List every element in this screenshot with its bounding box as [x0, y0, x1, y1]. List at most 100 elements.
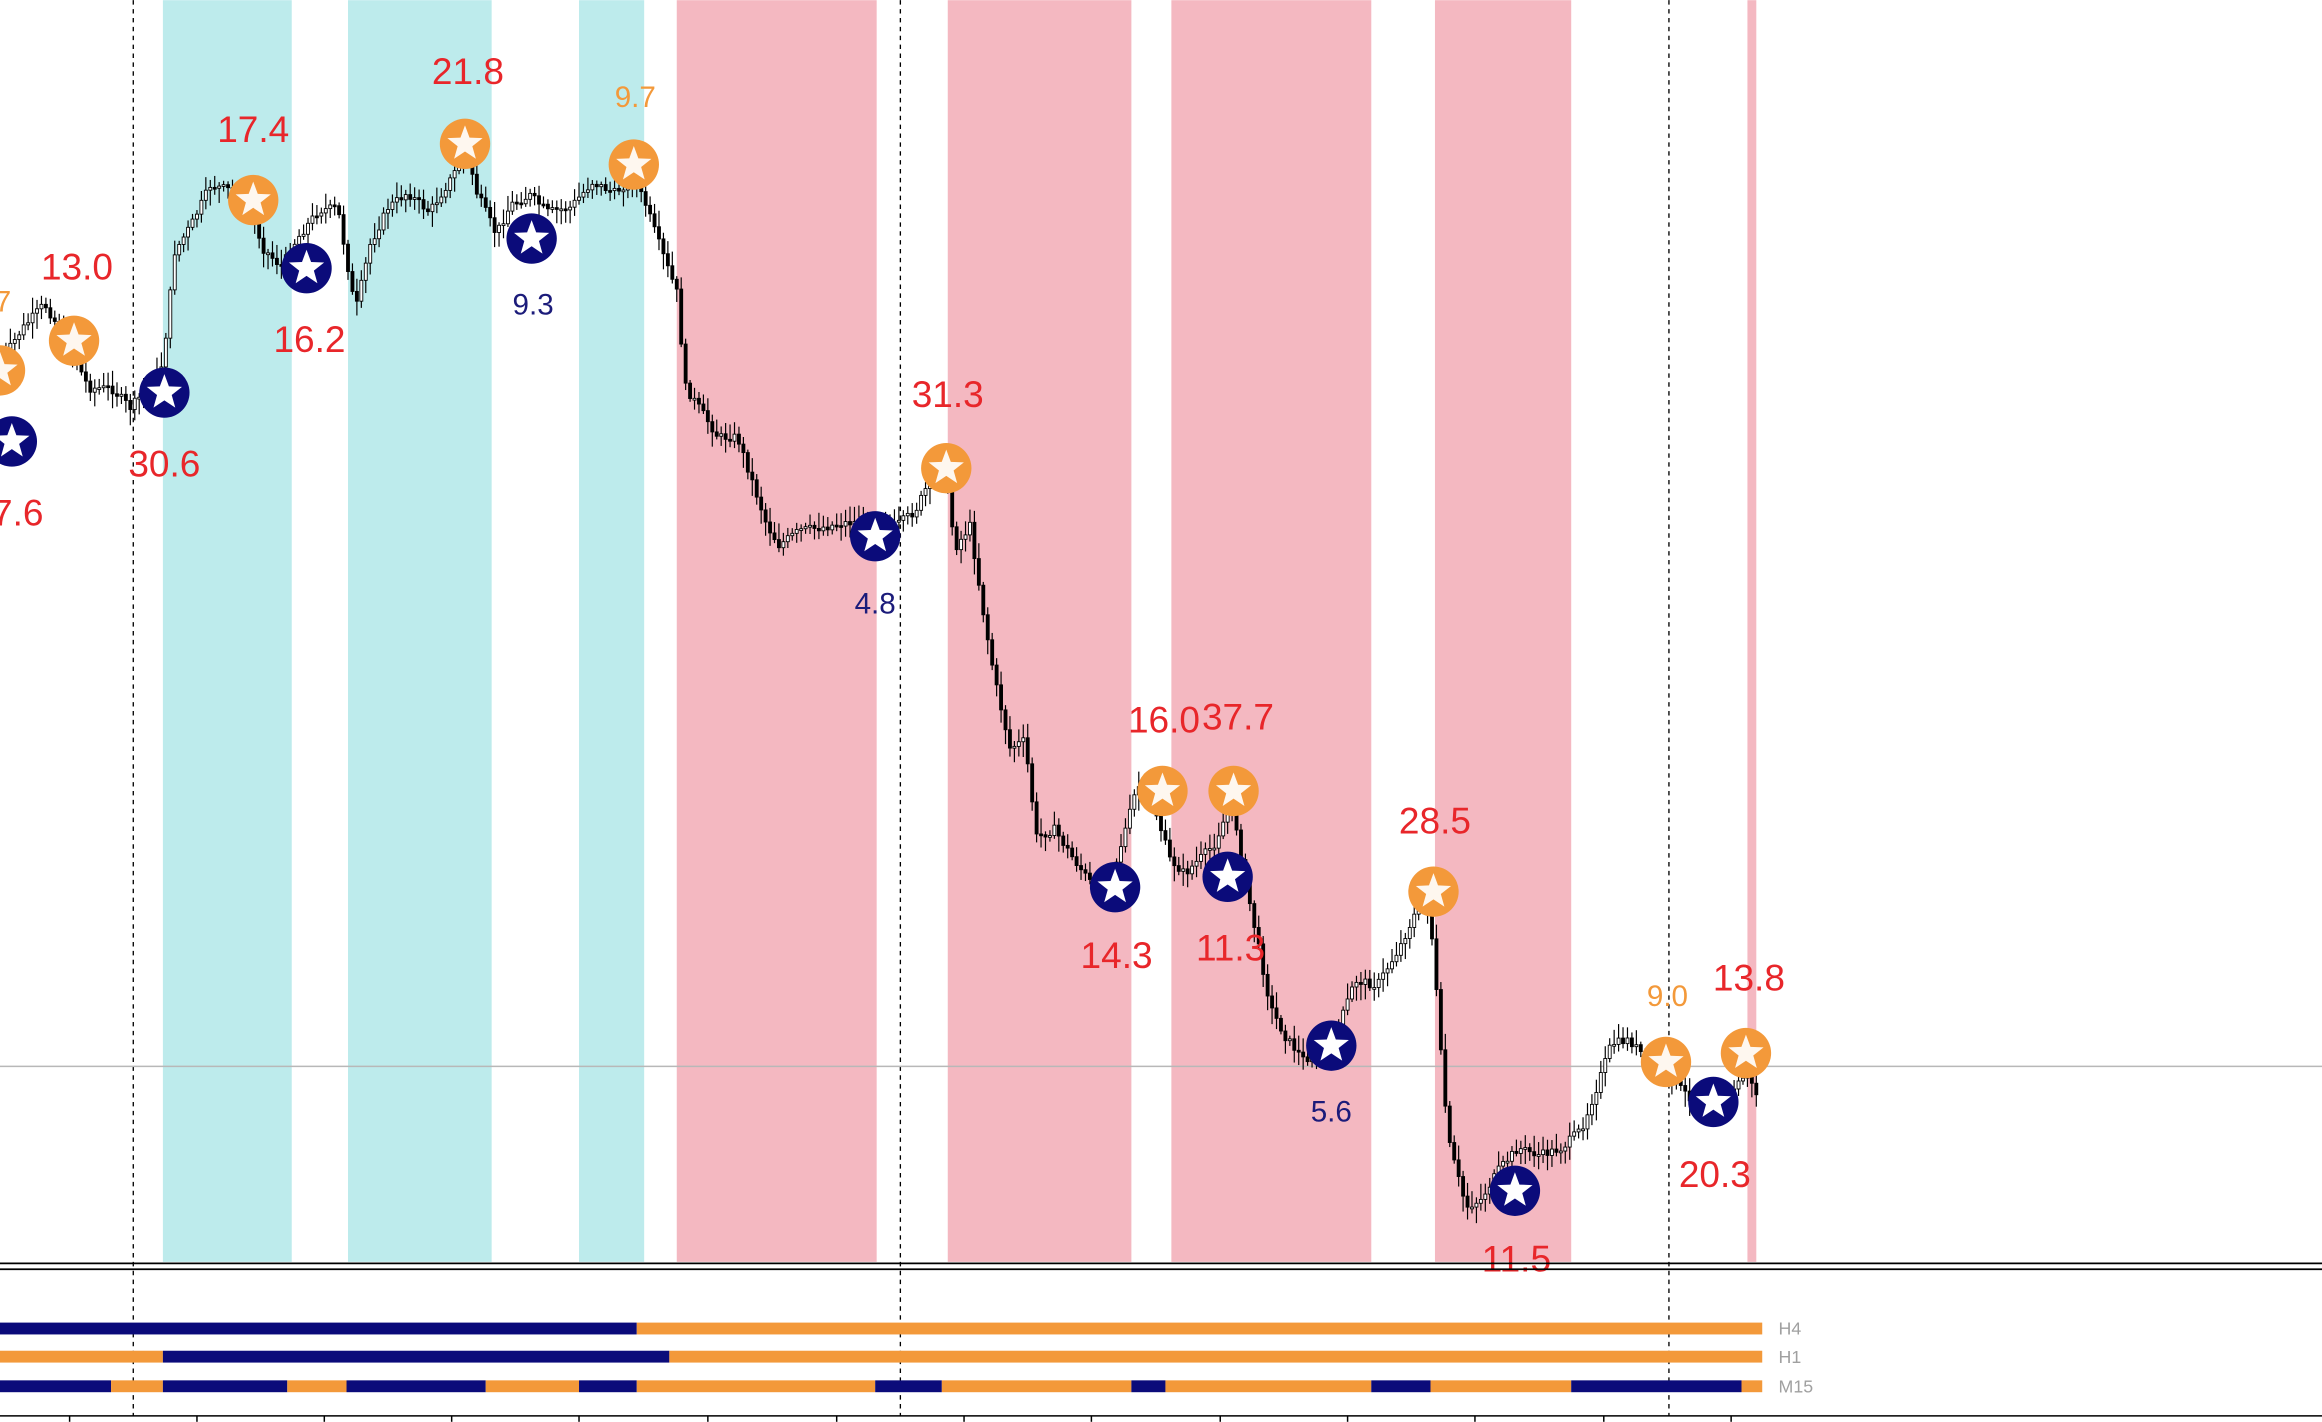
- candle-body: [1572, 1131, 1577, 1137]
- timeframe-segment-bull: [1371, 1380, 1431, 1393]
- candle-body: [1367, 978, 1372, 989]
- candle-body: [1407, 927, 1412, 939]
- timeframe-segment-bear: [485, 1380, 580, 1393]
- candle-body: [501, 223, 506, 226]
- timeframe-segment-bear: [1741, 1380, 1763, 1393]
- candle-body: [563, 208, 568, 212]
- candle-body: [1065, 844, 1070, 849]
- candle-body: [670, 265, 675, 280]
- candle-body: [541, 203, 546, 207]
- candle-body: [1261, 943, 1266, 975]
- star-icon: [0, 351, 18, 386]
- candle-body: [1052, 824, 1057, 836]
- candle-body: [110, 385, 115, 395]
- candle-body: [572, 199, 577, 208]
- candle-body: [434, 202, 439, 206]
- candle-body: [426, 208, 430, 213]
- candle-body: [688, 382, 693, 399]
- candle-body: [1594, 1092, 1599, 1105]
- candle-body: [226, 184, 230, 189]
- sell-signal-marker: 9.7: [608, 81, 659, 190]
- candle-body: [1581, 1128, 1585, 1132]
- candle-body: [101, 385, 106, 389]
- candle-body: [203, 189, 208, 201]
- candle-body: [896, 519, 901, 523]
- candle-body: [981, 584, 986, 616]
- trend-band-bear: [947, 0, 1132, 1262]
- candle-body: [1305, 1056, 1310, 1063]
- timeframe-segment-bull: [579, 1380, 637, 1393]
- candle-body: [617, 187, 621, 192]
- candle-body: [1412, 913, 1417, 928]
- timeframe-segment-bull: [162, 1380, 288, 1393]
- candle-body: [386, 209, 390, 214]
- timeframe-segment-bear: [941, 1380, 1132, 1393]
- signal-markers: 7.6 7 13.0 30.6 17.4 16.2 21.8 9.3 9.7 4.8 31.3 14.…: [0, 50, 1785, 1280]
- candle-body: [799, 528, 804, 531]
- candle-body: [1398, 943, 1403, 956]
- candle-body: [323, 208, 328, 214]
- candle-body: [1252, 903, 1257, 928]
- candle-body: [1616, 1037, 1621, 1045]
- candle-body: [1638, 1044, 1643, 1053]
- candle-body: [1087, 872, 1092, 880]
- candle-body: [1381, 972, 1386, 980]
- signal-value-label: 5.6: [1311, 1096, 1352, 1129]
- candle-body: [79, 363, 84, 373]
- candle-body: [1558, 1150, 1563, 1154]
- candle-body: [1501, 1161, 1506, 1167]
- buy-signal-marker: 4.8: [850, 511, 901, 621]
- star-icon: [1497, 1172, 1533, 1206]
- candle-body: [128, 400, 133, 410]
- candle-body: [1194, 860, 1199, 867]
- sell-signal-marker: 7: [0, 286, 26, 396]
- candle-body: [483, 197, 488, 208]
- candle-body: [1505, 1160, 1510, 1164]
- candle-body: [590, 183, 595, 191]
- candle-body: [1256, 927, 1261, 945]
- signal-value-label: 20.3: [1679, 1153, 1751, 1195]
- candle-body: [301, 233, 306, 237]
- candle-body: [821, 526, 826, 532]
- signal-value-label: 16.0: [1128, 699, 1200, 741]
- candle-body: [1074, 856, 1079, 867]
- timeframe-row-h1: H1: [0, 1347, 1801, 1367]
- candle-body: [972, 521, 977, 560]
- sell-signal-marker: 9.0: [1640, 980, 1692, 1088]
- candle-body: [1607, 1044, 1612, 1059]
- candle-body: [528, 192, 533, 200]
- candle-body: [612, 187, 617, 192]
- candle-body: [1443, 1049, 1448, 1107]
- candle-body: [1034, 801, 1039, 835]
- candle-body: [163, 337, 168, 368]
- candle-body: [1545, 1149, 1550, 1156]
- signal-value-label: 11.3: [1196, 927, 1265, 969]
- candle-body: [21, 324, 26, 336]
- candle-body: [1621, 1037, 1625, 1045]
- candle-body: [30, 312, 35, 324]
- candle-body: [1483, 1193, 1488, 1200]
- candle-body: [1172, 856, 1177, 867]
- candle-body: [968, 521, 972, 536]
- sell-signal-marker: 31.3: [912, 373, 984, 494]
- candle-body: [337, 205, 342, 216]
- candle-body: [665, 253, 670, 267]
- candle-body: [1287, 1038, 1292, 1042]
- candle-body: [1012, 745, 1017, 749]
- timeframe-trend-panel: H4 H1 M15: [0, 1319, 1813, 1396]
- sell-signal-marker: 13.0: [41, 245, 113, 366]
- star-icon: [146, 374, 182, 408]
- candle-body: [1185, 868, 1190, 875]
- candle-body: [186, 226, 190, 238]
- candle-body: [1478, 1198, 1483, 1204]
- candle-body: [390, 201, 395, 210]
- subwindow-separator: [0, 1262, 2322, 1417]
- candle-body: [363, 262, 368, 281]
- candle-body: [421, 199, 426, 210]
- candle-body: [728, 438, 732, 442]
- candle-body: [959, 538, 964, 551]
- timeframe-segment-bear: [1430, 1380, 1572, 1393]
- candle-body: [1127, 808, 1132, 829]
- candle-body: [523, 198, 528, 205]
